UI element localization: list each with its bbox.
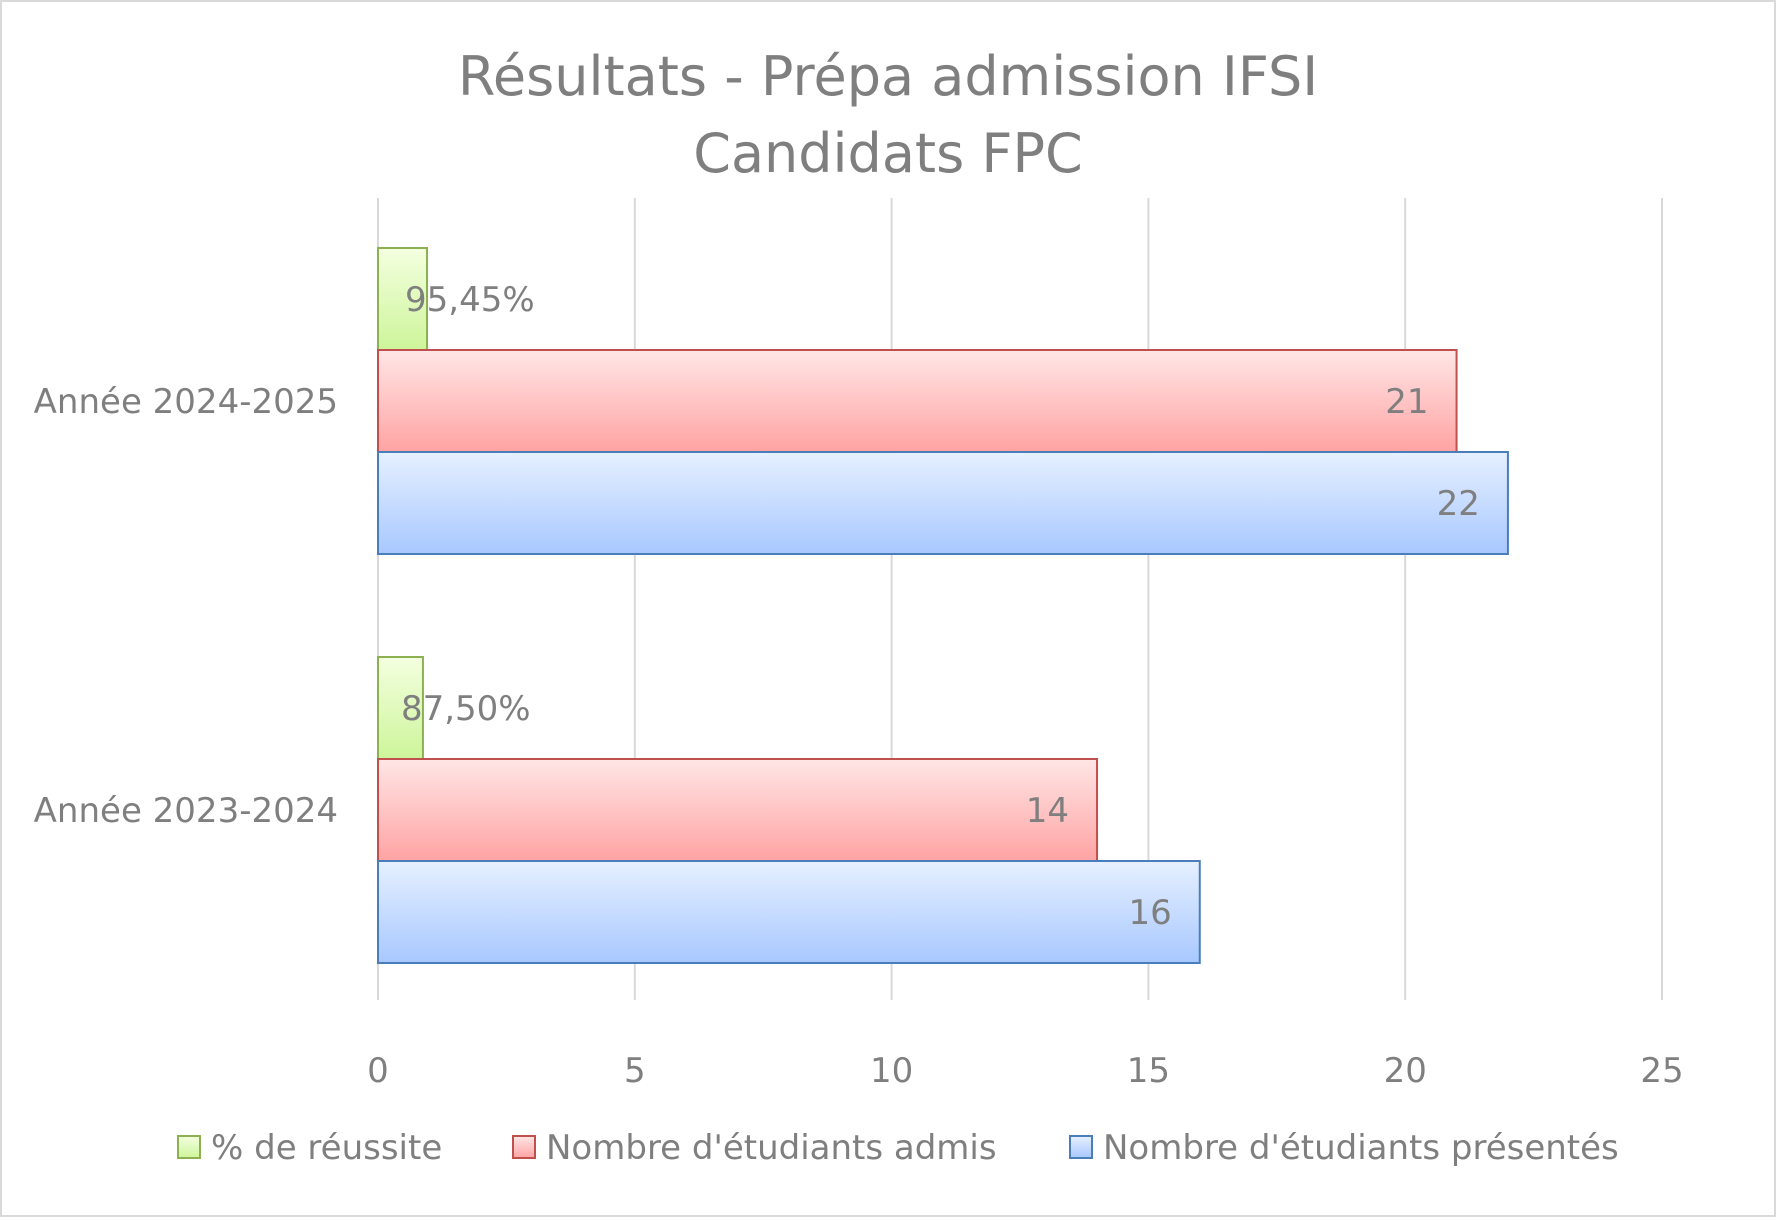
bar-success-rate (377, 247, 429, 351)
legend-label: Nombre d'étudiants présentés (1103, 1128, 1619, 1168)
chart-title-line-1: Résultats - Prépa admission IFSI (458, 45, 1318, 108)
category-label: Année 2024-2025 (34, 382, 338, 422)
data-label: 21 (1385, 382, 1428, 422)
legend-label: Nombre d'étudiants admis (546, 1128, 997, 1168)
data-labels: 95,45% 21 22 87,50% 14 16 (401, 280, 1480, 933)
data-label: 87,50% (401, 689, 531, 729)
bar-presented (377, 860, 1201, 964)
tick-label: 20 (1384, 1051, 1427, 1091)
legend-swatch (512, 1135, 536, 1159)
legend-label: % de réussite (211, 1128, 442, 1168)
tick-label: 15 (1127, 1051, 1170, 1091)
value-axis: 0 5 10 15 20 25 (367, 1051, 1683, 1091)
legend-swatch (1069, 1135, 1093, 1159)
chart-title-line-2: Candidats FPC (693, 122, 1082, 185)
tick-label: 5 (624, 1051, 646, 1091)
data-label: 16 (1128, 893, 1171, 933)
bars (377, 247, 1509, 964)
bar-admitted (377, 349, 1458, 453)
bar-success-rate (377, 656, 424, 760)
data-label: 14 (1026, 791, 1069, 831)
category-label: Année 2023-2024 (34, 791, 338, 831)
legend-swatch (177, 1135, 201, 1159)
legend: % de réussite Nombre d'étudiants admis Nom… (177, 1128, 1619, 1168)
data-label: 22 (1437, 484, 1480, 524)
tick-label: 10 (870, 1051, 913, 1091)
tick-label: 25 (1640, 1051, 1683, 1091)
bar-admitted (377, 758, 1099, 862)
bar-presented (377, 451, 1509, 555)
category-axis: Année 2024-2025 Année 2023-2024 (34, 382, 338, 831)
data-label: 95,45% (405, 280, 535, 320)
tick-label: 0 (367, 1051, 389, 1091)
